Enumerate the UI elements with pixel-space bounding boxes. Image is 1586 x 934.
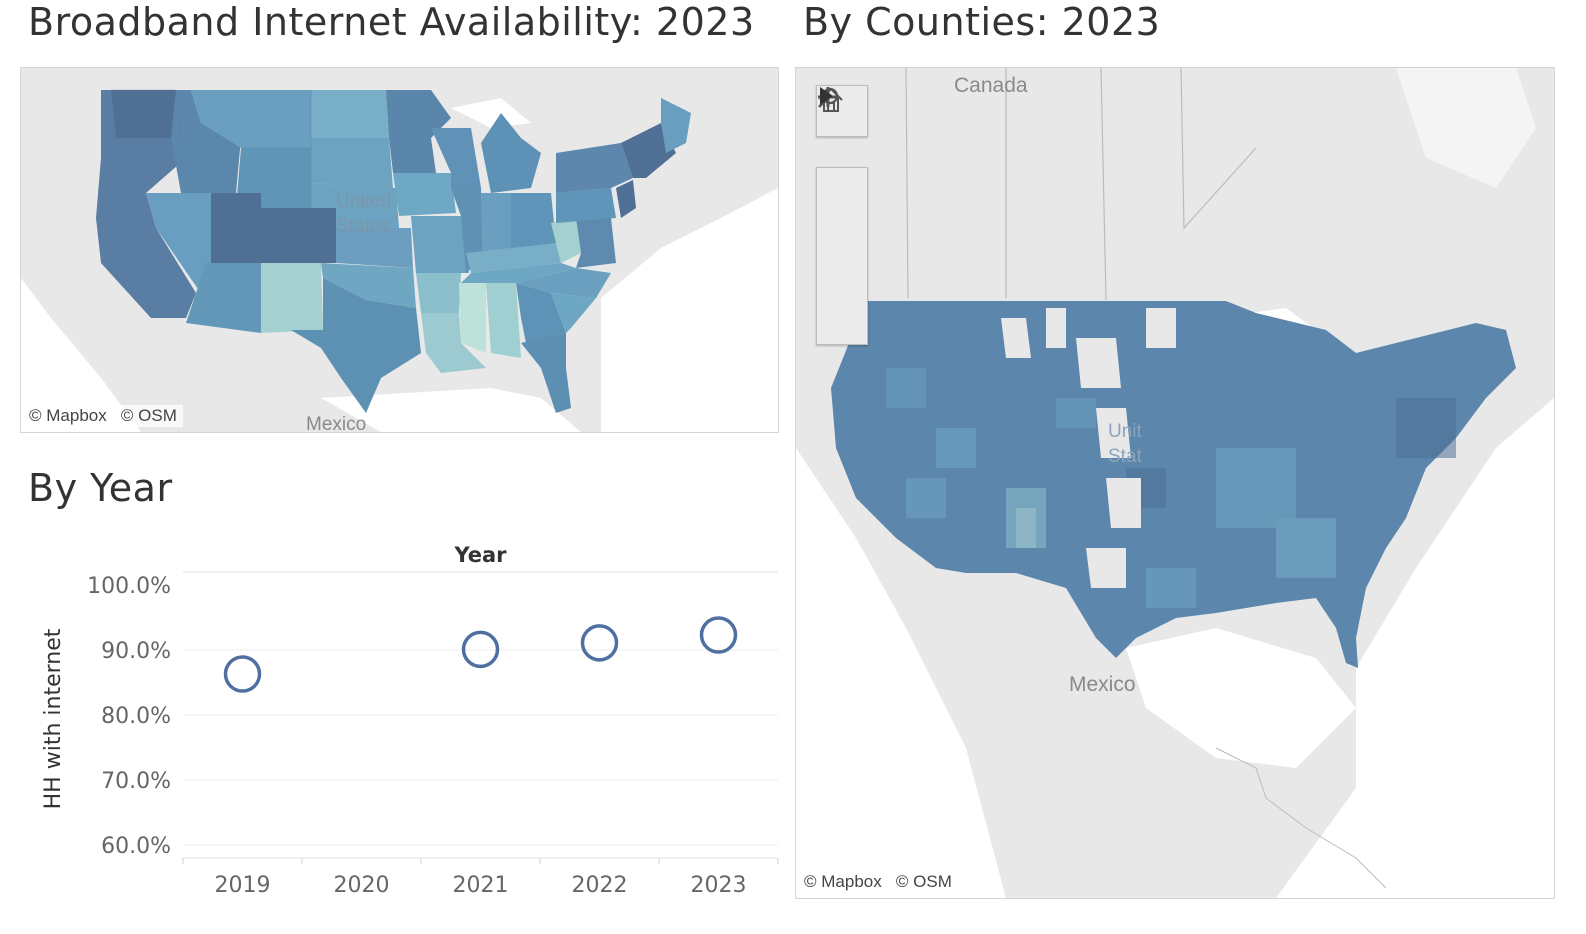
state-kansas[interactable] — [336, 228, 413, 268]
state-wisconsin[interactable] — [431, 128, 481, 188]
atlantic-ocean — [1276, 398, 1554, 898]
x-tick-label: 2022 — [572, 873, 628, 898]
state-missouri[interactable] — [411, 216, 469, 273]
hudson-bay — [1396, 68, 1536, 188]
play-icon — [820, 87, 833, 105]
pacific-ocean — [796, 448, 1006, 898]
county-map-country-label: Unit — [1108, 421, 1142, 442]
by-year-title: By Year — [28, 466, 173, 510]
y-tick-label: 100.0% — [87, 574, 171, 599]
state-kentucky[interactable] — [466, 243, 561, 273]
state-west-coast[interactable] — [96, 90, 196, 318]
state-nebraska[interactable] — [311, 183, 399, 228]
mapbox-attribution[interactable]: © Mapbox — [29, 406, 107, 425]
county-map-canvas — [796, 68, 1554, 898]
state-florida[interactable] — [521, 333, 571, 413]
zoom-in-button[interactable] — [817, 87, 867, 212]
state-maine[interactable] — [661, 98, 691, 153]
state-utah[interactable] — [211, 193, 261, 263]
state-michigan[interactable] — [481, 113, 541, 193]
state-minnesota[interactable] — [386, 90, 451, 173]
state-map-canvas — [21, 89, 778, 432]
gulf-of-mexico — [1126, 628, 1356, 768]
x-tick-label: 2023 — [691, 873, 747, 898]
state-south-dakota[interactable] — [311, 138, 393, 188]
state-south-carolina[interactable] — [551, 293, 596, 333]
canada-label: Canada — [954, 74, 1028, 97]
y-tick-label: 60.0% — [101, 834, 171, 859]
state-virginia[interactable] — [576, 218, 616, 268]
expand-toolbar-button[interactable] — [817, 87, 867, 344]
state-tennessee[interactable] — [461, 263, 576, 283]
state-new-mexico[interactable] — [261, 263, 323, 333]
x-tick-label: 2020 — [334, 873, 390, 898]
y-tick-label: 90.0% — [101, 639, 171, 664]
state-mississippi[interactable] — [459, 283, 486, 353]
state-north-carolina[interactable] — [516, 268, 611, 298]
x-tick-label: 2019 — [215, 873, 271, 898]
state-new-england[interactable] — [621, 123, 676, 178]
gulf-of-mexico — [321, 388, 581, 432]
state-iowa[interactable] — [393, 173, 456, 216]
y-tick-label: 80.0% — [101, 704, 171, 729]
state-idaho[interactable] — [171, 90, 241, 193]
state-map-mexico-label: Mexico — [306, 414, 367, 433]
state-pennsylvania[interactable] — [556, 188, 616, 223]
y-axis-label: HH with internet — [41, 628, 66, 809]
state-map-country-label-2: States — [336, 216, 390, 237]
state-alabama[interactable] — [486, 283, 521, 358]
osm-attribution[interactable]: © OSM — [895, 872, 952, 891]
pacific-ocean — [21, 278, 141, 432]
county-map[interactable]: Canada Mexico Unit Stat — [795, 67, 1555, 899]
main-title: Broadband Internet Availability: 2023 — [28, 0, 755, 44]
state-map-country-label: United — [336, 191, 391, 212]
y-tick-label: 70.0% — [101, 769, 171, 794]
zoom-out-button[interactable] — [817, 95, 867, 256]
map-controls — [816, 85, 868, 345]
counties-title: By Counties: 2023 — [803, 0, 1161, 44]
state-arkansas[interactable] — [416, 273, 461, 313]
mapbox-attribution[interactable]: © Mapbox — [804, 872, 882, 891]
state-ohio[interactable] — [511, 193, 556, 253]
state-map-attribution[interactable]: © Mapbox © OSM — [23, 405, 183, 427]
zoom-controls — [816, 87, 868, 345]
x-tick-label: 2021 — [453, 873, 509, 898]
county-texture — [886, 368, 1456, 608]
osm-attribution[interactable]: © OSM — [120, 406, 177, 425]
us-counties[interactable] — [831, 301, 1516, 668]
state-new-york[interactable] — [556, 143, 633, 193]
state-nevada[interactable] — [146, 193, 211, 308]
state-washington[interactable] — [111, 90, 181, 138]
state-montana[interactable] — [191, 90, 311, 148]
lake-superior — [451, 98, 531, 128]
state-colorado[interactable] — [261, 208, 336, 263]
state-georgia[interactable] — [516, 283, 566, 343]
data-point — [699, 616, 738, 654]
by-year-chart: Year 100.0% 90.0% 80.0% 70.0% 60.0% 2019 2020 20… — [41, 543, 779, 898]
state-indiana[interactable] — [481, 193, 511, 258]
data-point — [461, 630, 500, 669]
state-louisiana[interactable] — [421, 313, 486, 373]
county-map-mexico-label: Mexico — [1069, 673, 1136, 696]
data-point — [223, 655, 262, 693]
state-oklahoma[interactable] — [321, 263, 416, 308]
state-texas[interactable] — [291, 278, 421, 413]
no-data-areas — [1001, 308, 1176, 588]
chart-title: Year — [453, 543, 507, 567]
state-illinois[interactable] — [451, 188, 483, 273]
county-map-country-label-2: Stat — [1108, 446, 1142, 467]
data-point — [580, 624, 619, 662]
state-north-dakota[interactable] — [311, 90, 389, 138]
state-new-jersey[interactable] — [616, 180, 636, 218]
home-button[interactable] — [817, 87, 867, 300]
state-arizona[interactable] — [186, 263, 261, 333]
state-west-virginia[interactable] — [551, 218, 581, 263]
atlantic-ocean — [601, 188, 778, 432]
state-map[interactable]: United States Mexico © Mapbox © OSM — [20, 67, 779, 433]
county-map-attribution[interactable]: © Mapbox © OSM — [798, 871, 958, 893]
